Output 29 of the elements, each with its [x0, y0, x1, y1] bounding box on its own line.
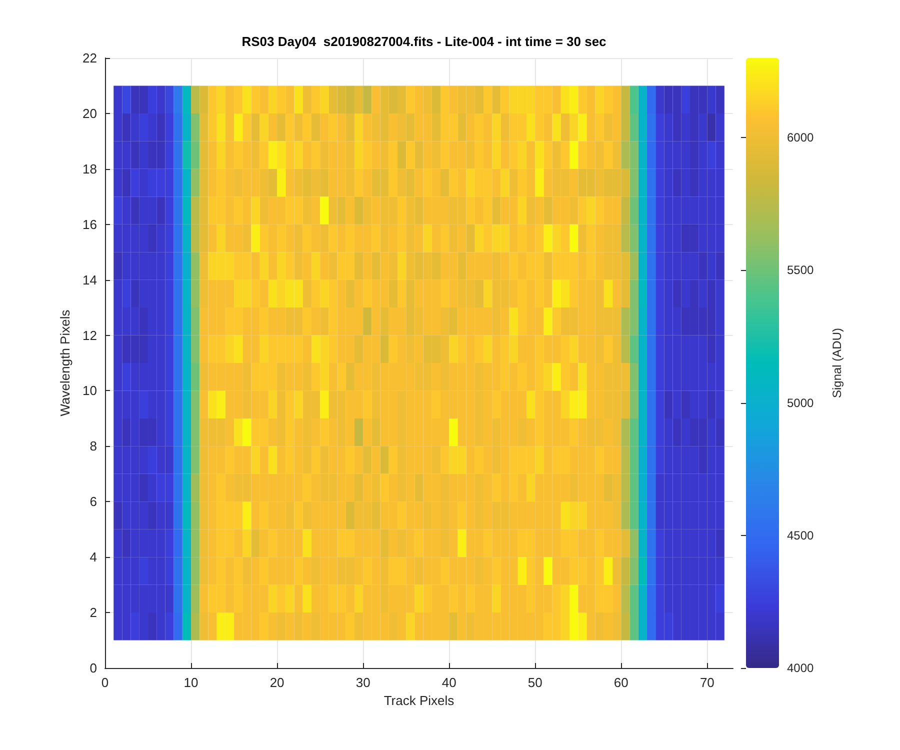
y-axis-title: Wavelength Pixels: [58, 309, 73, 416]
y-tick-label: 8: [90, 438, 97, 454]
y-tick-label: 14: [82, 272, 97, 288]
x-tick-label: 60: [614, 675, 628, 690]
y-tick-label: 0: [90, 660, 97, 676]
y-tick-label: 16: [82, 216, 97, 232]
y-tick-label: 10: [82, 383, 97, 398]
y-tick-label: 18: [82, 161, 97, 176]
y-tick-label: 6: [90, 494, 97, 510]
x-tick-label: 70: [700, 675, 714, 690]
x-tick-label: 10: [184, 675, 198, 690]
y-tick-label: 12: [82, 328, 97, 343]
y-tick-label: 22: [82, 50, 97, 66]
x-tick-label: 50: [528, 675, 542, 690]
y-tick-label: 2: [90, 605, 97, 620]
chart-title: RS03 Day04 s20190827004.fits - Lite-004 - int time = 30 sec: [242, 34, 606, 49]
x-tick-label: 40: [442, 675, 456, 690]
y-tick-label: 4: [90, 550, 97, 565]
color-bar-label: 6000: [787, 130, 814, 145]
color-bar-label: 4000: [787, 661, 814, 675]
color-bar-label: 5000: [787, 396, 814, 410]
color-bar-title: Signal (ADU): [830, 328, 844, 398]
x-tick-label: 20: [270, 675, 284, 690]
x-tick-label: 30: [356, 675, 370, 690]
color-bar-label: 5500: [787, 263, 814, 278]
color-bar-label: 4500: [787, 528, 814, 542]
x-axis-title: Track Pixels: [384, 692, 455, 708]
x-tick-label: 0: [101, 675, 109, 690]
y-tick-label: 20: [82, 106, 97, 121]
